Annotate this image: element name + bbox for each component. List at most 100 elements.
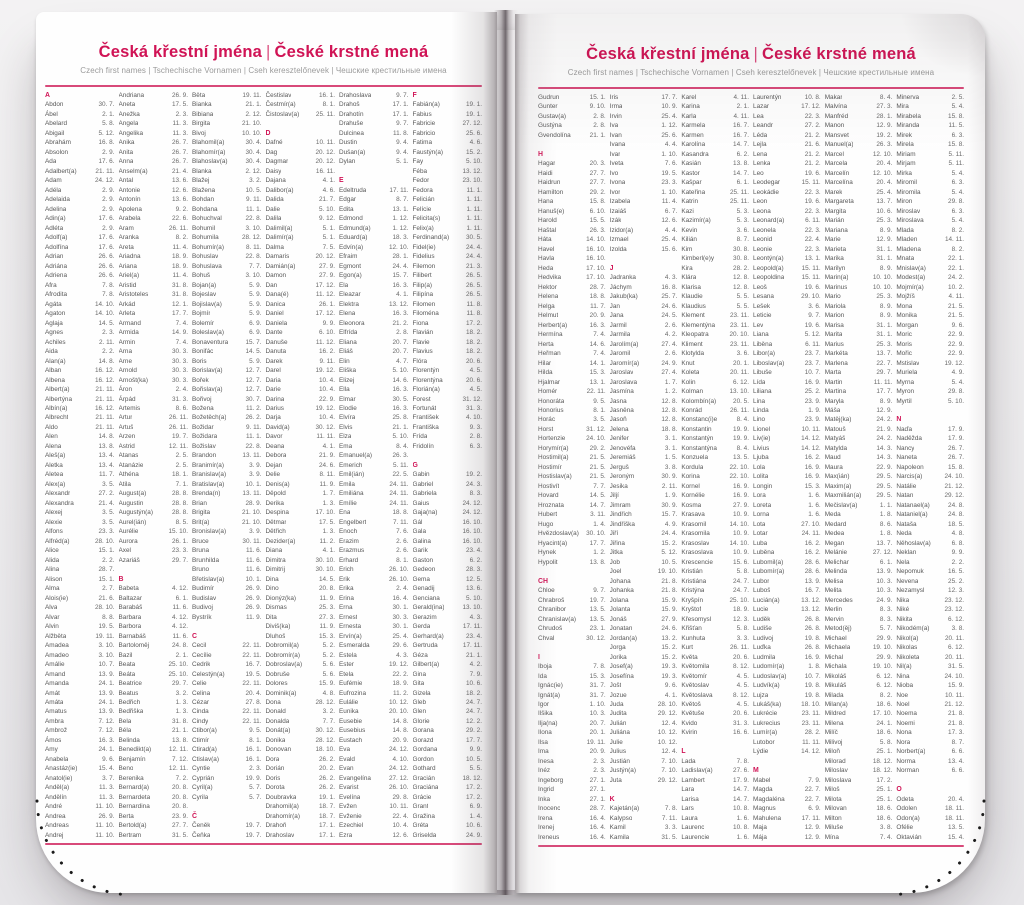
name-entry: Jarolím(a) 27. 4. bbox=[610, 340, 678, 349]
name-entry: Gustav(a) 2. 8. bbox=[538, 112, 606, 121]
name-day-date: 16. 4. bbox=[589, 814, 606, 822]
given-name: Miloň bbox=[824, 748, 840, 756]
given-name: Elodie bbox=[339, 404, 357, 412]
name-day-date: 19. 6. bbox=[804, 283, 821, 291]
name-entry: Ezra 12. 6. bbox=[339, 831, 409, 840]
name-day-date: 5. 9. bbox=[249, 300, 262, 308]
name-day-date: 30. 3. bbox=[172, 357, 188, 365]
name-day-date: 4. 3. bbox=[469, 613, 482, 621]
given-name: Kazimír(a) bbox=[681, 217, 711, 225]
name-entry: Medea 1. 8. bbox=[825, 529, 893, 538]
name-day-date: 19. 1. bbox=[466, 110, 482, 118]
name-day-date: 3. 3. bbox=[664, 824, 678, 832]
name-day-date: 31. 3. bbox=[733, 719, 750, 727]
name-day-date: 24. 12. bbox=[388, 765, 409, 773]
given-name: Dagmar bbox=[265, 158, 289, 166]
given-name: Jarolím(a) bbox=[609, 340, 639, 348]
name-day-date: 11. 9. bbox=[319, 594, 335, 602]
name-entry: Františka 9. 3. bbox=[413, 423, 483, 432]
name-entry: Birgita 21. 10. bbox=[192, 119, 262, 128]
name-day-date: 19. 10. bbox=[872, 644, 893, 652]
given-name: Maxim(a) bbox=[824, 482, 852, 490]
given-name: Léda bbox=[753, 131, 768, 139]
given-name: Alexandra bbox=[45, 499, 74, 507]
given-name: Nikita bbox=[896, 615, 913, 623]
given-name: Artur bbox=[118, 414, 133, 422]
given-name: Max(ián) bbox=[824, 473, 850, 481]
name-entry: Jaroslav 27. 4. bbox=[610, 368, 678, 377]
name-day-date: 25. 11. bbox=[729, 198, 750, 206]
name-day-date: 21. 4. bbox=[172, 167, 188, 175]
name-entry: Artuš 26. 11. bbox=[119, 423, 189, 432]
given-name: Lenka bbox=[753, 160, 771, 168]
name-entry: Luděk 26. 8. bbox=[753, 615, 821, 624]
given-name: Juta bbox=[609, 776, 622, 784]
given-name: Filipína bbox=[412, 291, 434, 299]
name-entry: Ladislav(a) 27. 6. bbox=[681, 766, 749, 775]
given-name: Ingrid bbox=[538, 786, 554, 794]
given-name: Leokádie bbox=[753, 188, 779, 196]
name-entry: Gerda 17. 11. bbox=[413, 622, 483, 631]
given-name: Eleonora bbox=[339, 319, 365, 327]
name-entry: Bertold(a) 27. 7. bbox=[119, 821, 189, 830]
name-day-date: 20. 12. bbox=[315, 158, 335, 166]
given-name: Karla bbox=[681, 112, 697, 120]
name-entry: Ernesta 30. 1. bbox=[339, 622, 409, 631]
given-name: Hynek bbox=[538, 549, 557, 557]
name-entry: Karla 4. 11. bbox=[681, 112, 749, 121]
given-name: Drahoš bbox=[339, 101, 360, 109]
name-day-date: 10. 11. bbox=[389, 803, 409, 811]
given-name: Bianka bbox=[192, 101, 212, 109]
name-day-date: 10. 7. bbox=[98, 661, 115, 669]
name-day-date: 16. 10. bbox=[586, 255, 606, 263]
name-entry: Jenifer 3. 1. bbox=[610, 434, 678, 443]
given-name: Dustin bbox=[339, 139, 358, 147]
given-name: Bivoj bbox=[192, 129, 206, 137]
name-day-date: 16. 12. bbox=[94, 367, 115, 375]
given-name: Lara bbox=[681, 786, 695, 794]
given-name: Aristoteles bbox=[118, 291, 149, 299]
name-entry: Beatrice 29. 7. bbox=[119, 679, 189, 688]
given-name: Inocenc bbox=[538, 805, 561, 813]
name-entry: Helmut 20. 9. bbox=[538, 311, 606, 320]
name-day-date: 30. 10. bbox=[315, 566, 335, 574]
name-day-date: 1. 4. bbox=[593, 520, 606, 528]
name-entry: Milovan 18. 6. bbox=[825, 804, 893, 813]
given-name: Dominik(a) bbox=[265, 689, 297, 697]
name-day-date: 20. 9. bbox=[589, 748, 606, 756]
name-day-date: 14. 5. bbox=[245, 348, 262, 356]
name-day-date: 17. 6. bbox=[98, 234, 115, 242]
name-entry: Izidor(a) 4. 4. bbox=[610, 226, 678, 235]
given-name: Aurora bbox=[118, 537, 138, 545]
given-name: Anita bbox=[118, 148, 134, 156]
name-day-date: 5. 7. bbox=[249, 793, 262, 801]
name-day-date: 8. 6. bbox=[879, 520, 893, 528]
name-day-date: 24. 7. bbox=[466, 708, 482, 716]
given-name: Arne bbox=[118, 357, 133, 365]
name-day-date: 27. 12. bbox=[388, 774, 409, 782]
given-name: Andělín bbox=[45, 793, 67, 801]
given-name: Griselda bbox=[412, 831, 437, 839]
name-day-date: 11. 9. bbox=[245, 613, 262, 621]
name-day-date: 22. 9. bbox=[948, 350, 964, 358]
name-day-date: 22. 11. bbox=[242, 642, 262, 650]
name-entry: Jelena 18. 8. bbox=[610, 425, 678, 434]
given-name: Cyntie bbox=[192, 765, 211, 773]
name-day-date: 15. 1. bbox=[98, 575, 115, 583]
name-entry: Gleb 24. 7. bbox=[413, 698, 483, 707]
given-name: Miloš bbox=[824, 786, 840, 794]
given-name: Kornélie bbox=[681, 492, 705, 500]
name-entry: Anežka 2. 3. bbox=[119, 110, 189, 119]
name-day-date: 14. 1. bbox=[589, 359, 606, 367]
name-day-date: 21. 5. bbox=[589, 454, 606, 462]
name-day-date: 28. 8. bbox=[172, 490, 188, 498]
name-day-date: 15. 4. bbox=[98, 765, 115, 773]
name-entry: Marinus 10. 10. bbox=[825, 283, 893, 292]
name-entry: Kolin 6. 12. bbox=[681, 378, 749, 387]
name-day-date: 2. 6. bbox=[664, 350, 678, 358]
given-name: Babeta bbox=[118, 585, 139, 593]
name-entry: Donalda 7. 7. bbox=[266, 717, 336, 726]
name-entry: Damaris 20. 12. bbox=[266, 252, 336, 261]
name-day-date: 6. 3. bbox=[951, 179, 964, 187]
name-entry: Adléta 2. 9. bbox=[45, 224, 115, 233]
